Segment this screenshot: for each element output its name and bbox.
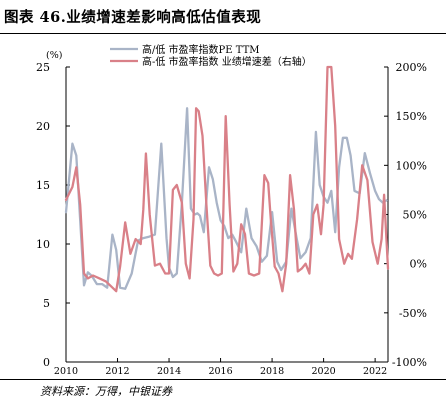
x-tick-label: 2018 — [260, 366, 284, 377]
x-tick-label: 2014 — [157, 366, 181, 377]
right-tick-label: 50% — [403, 209, 427, 222]
x-tick-label: 2022 — [363, 366, 387, 377]
right-tick-label: 100% — [396, 159, 427, 172]
left-tick-label: 25 — [36, 61, 50, 74]
series-line-growth-spread — [64, 65, 390, 293]
legend-label: 高/低 市盈率指数PE TTM — [142, 43, 260, 56]
left-tick-label: 5 — [43, 297, 50, 310]
source-note: 资料来源：万得，中银证券 — [40, 385, 172, 398]
left-tick-label: 20 — [36, 120, 50, 133]
x-axis: 2010 2012 2014 2016 2018 2020 2022 — [54, 358, 388, 377]
title-rule — [0, 33, 446, 34]
legend-label: 高-低 市盈率指数 业绩增速差（右轴） — [142, 55, 312, 68]
series-line-pe-ratio — [64, 107, 388, 290]
left-axis: 0 5 10 15 20 25 — [36, 61, 70, 369]
x-tick-label: 2012 — [105, 366, 129, 377]
right-tick-label: -50% — [399, 307, 427, 320]
source-rule — [0, 379, 446, 380]
x-tick-label: 2016 — [208, 366, 232, 377]
right-tick-label: 150% — [396, 110, 427, 123]
right-tick-label: -100% — [392, 356, 427, 369]
x-tick-label: 2010 — [54, 366, 78, 377]
x-tick-label: 2020 — [312, 366, 336, 377]
series-layer — [64, 65, 390, 293]
left-axis-unit: (%) — [46, 50, 62, 61]
left-tick-label: 15 — [36, 179, 50, 192]
left-tick-label: 10 — [36, 238, 50, 251]
right-tick-label: 0% — [410, 258, 427, 271]
right-tick-label: 200% — [396, 61, 427, 74]
right-axis: -100% -50% 0% 50% 100% 150% 200% — [384, 61, 427, 369]
figure-title: 图表 46.业绩增速差影响高低估值表现 — [4, 9, 262, 26]
left-tick-label: 0 — [43, 356, 50, 369]
